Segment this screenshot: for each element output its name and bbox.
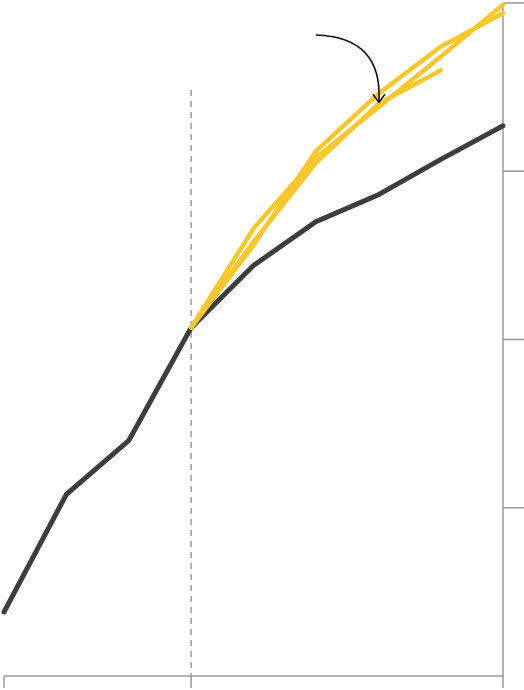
series-line-actual: [1, 123, 506, 615]
annotation-arrowhead: [372, 93, 386, 104]
annotation-arrow: [315, 34, 380, 103]
series-line-projection-c: [188, 68, 443, 330]
axes: [3, 2, 524, 688]
series-group: [1, 2, 506, 615]
annotation-group: [315, 34, 386, 104]
